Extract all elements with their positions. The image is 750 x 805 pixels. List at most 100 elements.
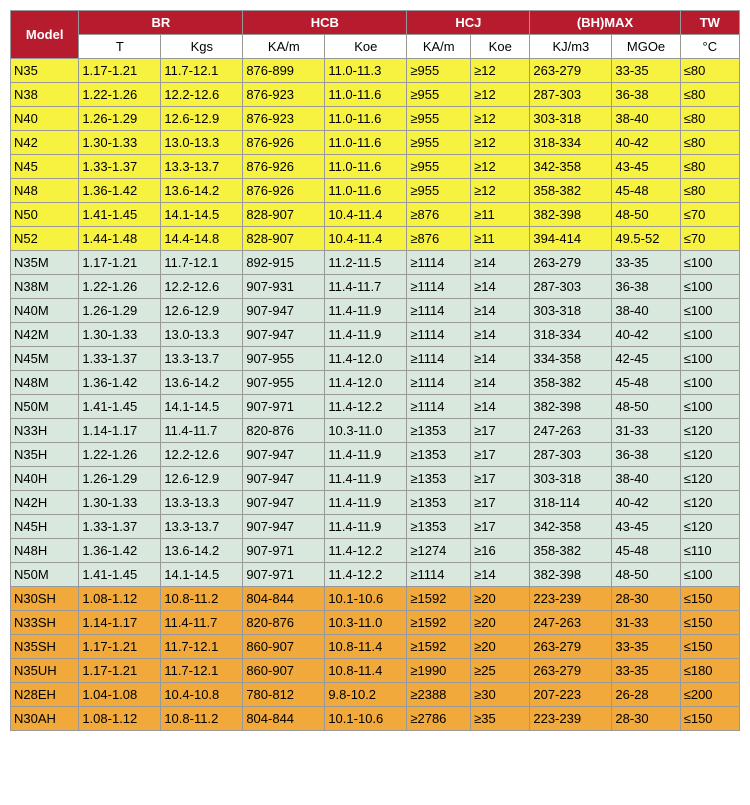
cell: 10.4-10.8 <box>161 683 243 707</box>
cell: 1.14-1.17 <box>79 419 161 443</box>
cell: 907-947 <box>243 443 325 467</box>
cell: 1.30-1.33 <box>79 131 161 155</box>
cell: N35SH <box>11 635 79 659</box>
cell: 1.41-1.45 <box>79 395 161 419</box>
cell: ≥1353 <box>407 419 471 443</box>
cell: ≥17 <box>471 467 530 491</box>
cell: 11.4-11.9 <box>325 515 407 539</box>
cell: N33SH <box>11 611 79 635</box>
cell: 247-263 <box>530 419 612 443</box>
cell: 1.36-1.42 <box>79 371 161 395</box>
cell: N45H <box>11 515 79 539</box>
cell: ≥30 <box>471 683 530 707</box>
cell: ≥2786 <box>407 707 471 731</box>
cell: 11.0-11.3 <box>325 59 407 83</box>
cell: ≤120 <box>680 515 739 539</box>
cell: 11.4-12.2 <box>325 539 407 563</box>
cell: N42M <box>11 323 79 347</box>
cell: N50M <box>11 395 79 419</box>
cell: 10.8-11.2 <box>161 587 243 611</box>
cell: ≥955 <box>407 83 471 107</box>
unit-col-3: Koe <box>325 35 407 59</box>
cell: 1.17-1.21 <box>79 659 161 683</box>
cell: ≥1114 <box>407 251 471 275</box>
cell: ≤150 <box>680 707 739 731</box>
cell: 1.26-1.29 <box>79 467 161 491</box>
col-hcb: HCB <box>243 11 407 35</box>
cell: ≥14 <box>471 371 530 395</box>
cell: 1.44-1.48 <box>79 227 161 251</box>
cell: ≥876 <box>407 227 471 251</box>
cell: 860-907 <box>243 659 325 683</box>
table-row: N35SH1.17-1.2111.7-12.1860-90710.8-11.4≥… <box>11 635 740 659</box>
table-row: N381.22-1.2612.2-12.6876-92311.0-11.6≥95… <box>11 83 740 107</box>
cell: 12.2-12.6 <box>161 83 243 107</box>
col-model: Model <box>11 11 79 59</box>
cell: ≥1114 <box>407 323 471 347</box>
cell: 28-30 <box>612 587 680 611</box>
cell: N35H <box>11 443 79 467</box>
cell: 42-45 <box>612 347 680 371</box>
cell: N40M <box>11 299 79 323</box>
cell: ≤120 <box>680 419 739 443</box>
cell: ≤100 <box>680 275 739 299</box>
cell: 10.1-10.6 <box>325 587 407 611</box>
cell: N35M <box>11 251 79 275</box>
cell: 876-926 <box>243 179 325 203</box>
cell: 1.36-1.42 <box>79 179 161 203</box>
cell: 11.7-12.1 <box>161 659 243 683</box>
cell: 876-923 <box>243 107 325 131</box>
cell: ≤80 <box>680 83 739 107</box>
cell: 48-50 <box>612 395 680 419</box>
cell: 303-318 <box>530 467 612 491</box>
magnet-specs-table: Model BR HCB HCJ (BH)MAX TW TKgsKA/mKoeK… <box>10 10 740 731</box>
cell: ≥955 <box>407 131 471 155</box>
cell: 40-42 <box>612 323 680 347</box>
cell: 876-923 <box>243 83 325 107</box>
cell: N48H <box>11 539 79 563</box>
cell: ≥1353 <box>407 491 471 515</box>
cell: 907-955 <box>243 371 325 395</box>
cell: 263-279 <box>530 659 612 683</box>
table-row: N481.36-1.4213.6-14.2876-92611.0-11.6≥95… <box>11 179 740 203</box>
cell: 1.08-1.12 <box>79 707 161 731</box>
cell: 1.22-1.26 <box>79 443 161 467</box>
cell: 287-303 <box>530 83 612 107</box>
cell: ≥1353 <box>407 515 471 539</box>
cell: N42H <box>11 491 79 515</box>
cell: ≥12 <box>471 155 530 179</box>
cell: 820-876 <box>243 611 325 635</box>
cell: 1.08-1.12 <box>79 587 161 611</box>
cell: 876-926 <box>243 155 325 179</box>
cell: 11.4-12.2 <box>325 395 407 419</box>
table-row: N50M1.41-1.4514.1-14.5907-97111.4-12.2≥1… <box>11 395 740 419</box>
cell: ≥11 <box>471 203 530 227</box>
cell: 263-279 <box>530 635 612 659</box>
cell: ≥17 <box>471 419 530 443</box>
unit-col-2: KA/m <box>243 35 325 59</box>
cell: 334-358 <box>530 347 612 371</box>
cell: ≤200 <box>680 683 739 707</box>
cell: ≥12 <box>471 179 530 203</box>
cell: 318-334 <box>530 323 612 347</box>
cell: 11.4-11.9 <box>325 299 407 323</box>
cell: ≥14 <box>471 347 530 371</box>
cell: 876-899 <box>243 59 325 83</box>
cell: N35 <box>11 59 79 83</box>
cell: ≤120 <box>680 443 739 467</box>
table-row: N42M1.30-1.3313.0-13.3907-94711.4-11.9≥1… <box>11 323 740 347</box>
cell: ≤70 <box>680 203 739 227</box>
cell: 11.0-11.6 <box>325 179 407 203</box>
cell: 11.4-11.7 <box>325 275 407 299</box>
cell: 45-48 <box>612 371 680 395</box>
table-row: N42H1.30-1.3313.3-13.3907-94711.4-11.9≥1… <box>11 491 740 515</box>
cell: N52 <box>11 227 79 251</box>
cell: 43-45 <box>612 155 680 179</box>
col-br: BR <box>79 11 243 35</box>
cell: 11.0-11.6 <box>325 83 407 107</box>
cell: 13.6-14.2 <box>161 179 243 203</box>
cell: 11.7-12.1 <box>161 251 243 275</box>
cell: 247-263 <box>530 611 612 635</box>
cell: ≤80 <box>680 155 739 179</box>
table-row: N45M1.33-1.3713.3-13.7907-95511.4-12.0≥1… <box>11 347 740 371</box>
